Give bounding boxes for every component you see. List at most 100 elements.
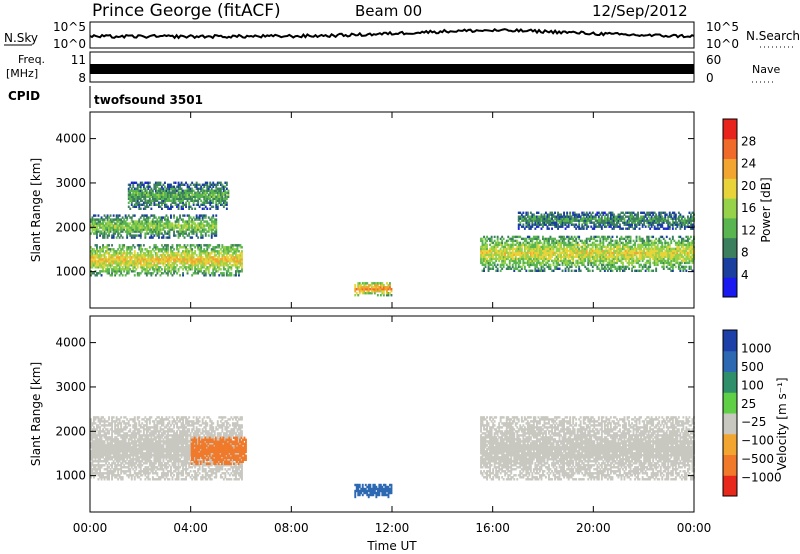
power-cell <box>646 237 649 241</box>
power-cell <box>147 232 150 235</box>
power-cell <box>483 257 485 261</box>
power-cell <box>213 189 216 192</box>
power-cell <box>611 235 614 239</box>
power-cell <box>219 193 222 196</box>
power-cell <box>507 247 510 251</box>
power-cell <box>652 241 655 245</box>
power-cell <box>235 266 237 269</box>
power-cell <box>191 232 194 235</box>
power-cell <box>100 262 103 265</box>
power-cell <box>186 244 189 247</box>
power-cell <box>105 246 107 249</box>
power-cell <box>564 269 567 272</box>
power-cell <box>139 191 142 194</box>
power-cell <box>585 245 588 249</box>
power-cell <box>490 249 493 253</box>
power-cell <box>203 185 206 188</box>
power-cell <box>123 250 126 253</box>
power-cell <box>154 258 157 261</box>
power-cell <box>189 216 192 219</box>
power-cell <box>683 253 686 257</box>
power-cell <box>141 248 144 251</box>
power-cell <box>213 258 216 261</box>
power-cell <box>192 264 195 267</box>
power-cell <box>566 255 569 259</box>
power-cell <box>676 247 679 251</box>
power-cell <box>688 251 691 255</box>
power-cell <box>203 260 206 263</box>
power-cell <box>652 217 655 220</box>
power-cell <box>159 262 162 265</box>
power-cell <box>389 284 391 287</box>
power-cell <box>623 265 626 269</box>
power-cell <box>629 249 632 253</box>
power-cell <box>114 258 117 261</box>
power-cell <box>195 193 198 196</box>
power-cell <box>142 260 145 263</box>
power-cell <box>106 266 109 269</box>
power-cell <box>649 243 652 247</box>
power-cell <box>136 244 139 247</box>
power-cell <box>643 265 646 269</box>
power-cell <box>153 220 156 223</box>
power-cell <box>195 218 198 221</box>
power-cell <box>542 243 544 247</box>
power-cell <box>691 251 694 255</box>
power-cell <box>182 203 184 206</box>
power-cell <box>656 223 659 226</box>
power-cell <box>525 257 528 261</box>
power-cell <box>517 245 520 249</box>
power-cell <box>216 191 219 194</box>
power-cell <box>124 254 127 257</box>
power-cell <box>194 260 197 263</box>
power-cell <box>552 221 555 224</box>
power-cell <box>539 269 541 272</box>
power-cell <box>167 268 169 271</box>
power-cell <box>529 247 532 251</box>
power-cell <box>490 245 493 249</box>
power-cell <box>637 213 639 216</box>
power-cell <box>120 268 123 271</box>
power-cell <box>582 221 585 224</box>
power-cell <box>183 260 186 263</box>
power-cell <box>526 235 529 239</box>
power-cell <box>136 226 139 229</box>
power-cell <box>596 211 599 214</box>
power-cell <box>150 252 153 255</box>
power-cell <box>597 259 600 263</box>
power-cell <box>593 255 596 259</box>
power-cell <box>364 288 367 291</box>
power-cell <box>548 257 550 261</box>
power-cell <box>130 252 133 255</box>
power-cell <box>623 255 626 259</box>
power-cell <box>114 254 117 257</box>
power-cell <box>192 272 195 275</box>
power-cell <box>555 255 558 259</box>
power-cell <box>218 191 221 194</box>
power-cell <box>649 219 652 222</box>
power-cell <box>626 227 629 230</box>
power-cell <box>182 250 184 253</box>
power-cell <box>124 230 127 233</box>
power-cell <box>219 189 222 192</box>
power-cell <box>602 241 605 245</box>
power-cell <box>180 246 183 249</box>
power-cell <box>216 270 219 273</box>
power-cell <box>138 185 141 188</box>
power-cell <box>225 256 228 259</box>
power-cell <box>127 230 130 233</box>
power-cell <box>590 225 593 228</box>
power-cell <box>560 253 562 257</box>
power-cell <box>355 292 358 295</box>
power-cell <box>613 243 615 247</box>
power-cell <box>135 224 138 227</box>
power-cell <box>532 243 535 247</box>
power-cell <box>102 224 104 227</box>
power-cell <box>561 249 564 253</box>
power-cell <box>520 267 523 270</box>
power-cell <box>683 247 686 251</box>
power-cell <box>224 181 227 184</box>
power-cell <box>619 247 621 251</box>
power-cell <box>158 262 160 265</box>
power-cell <box>543 251 546 255</box>
